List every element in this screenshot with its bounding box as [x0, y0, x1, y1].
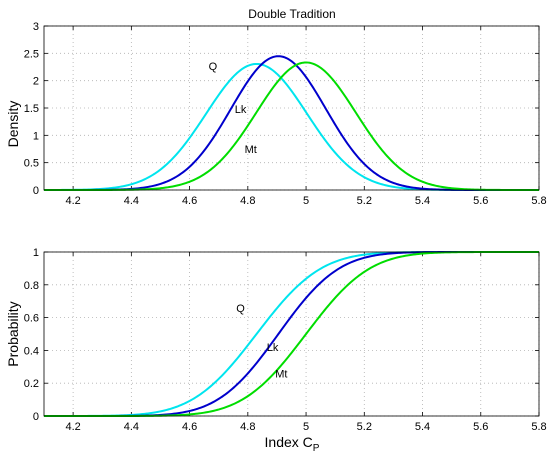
probability-x-tick-label: 4.2	[65, 421, 80, 433]
density-y-tick-label: 3	[33, 21, 39, 33]
probability-x-tick-label: 4.4	[124, 421, 139, 433]
density-x-tick-label: 4.6	[182, 195, 197, 207]
density-y-axis-label: Density	[5, 101, 21, 148]
probability-x-tick-label: 5.4	[415, 421, 430, 433]
probability-y-tick-label: 0.4	[24, 345, 39, 357]
density-axes-frame	[43, 25, 540, 191]
density-curve-label-q: Q	[209, 61, 218, 73]
density-y-tick-label: 1	[33, 130, 39, 142]
probability-x-tick-label: 5.6	[473, 421, 488, 433]
density-curve-label-mt: Mt	[245, 144, 257, 156]
probability-y-axis-label: Probability	[5, 301, 21, 366]
density-x-tick-label: 5.4	[415, 195, 430, 207]
probability-x-tick-label: 4.8	[240, 421, 255, 433]
density-y-tick-label: 2	[33, 76, 39, 88]
density-y-tick-label: 2.5	[24, 48, 39, 60]
probability-plot-area	[44, 252, 539, 416]
probability-y-tick-label: 0.8	[24, 280, 39, 292]
probability-y-tick-label: 0.6	[24, 313, 39, 325]
probability-y-tick-label: 1	[33, 247, 39, 259]
probability-curve-label-mt: Mt	[275, 368, 287, 380]
probability-y-tick-label: 0	[33, 411, 39, 423]
density-y-tick-label: 0	[33, 185, 39, 197]
density-x-tick-label: 5.8	[531, 195, 546, 207]
chart-title: Double Tradition	[248, 7, 335, 21]
density-x-tick-label: 4.4	[124, 195, 139, 207]
density-x-tick-label: 5.6	[473, 195, 488, 207]
probability-x-tick-label: 5	[303, 421, 309, 433]
probability-panel: Probability Index CP 4.2 4.4 4.6 4.8 5 5.2 5.4…	[5, 247, 547, 454]
density-x-tick-label: 5.2	[357, 195, 372, 207]
density-curve-label-lk: Lk	[235, 104, 247, 116]
probability-x-tick-label: 5.8	[531, 421, 546, 433]
density-panel: Double Tradition Density 4.2 4.4 4.6 4.8 5 5.…	[5, 7, 547, 207]
density-y-tick-label: 1.5	[24, 103, 39, 115]
x-axis-label: Index CP	[265, 434, 320, 454]
density-x-tick-label: 5	[303, 195, 309, 207]
x-axis-label-main: Index C	[265, 434, 313, 450]
probability-x-tick-label: 4.6	[182, 421, 197, 433]
probability-y-tick-label: 0.2	[24, 378, 39, 390]
density-y-tick-label: 0.5	[24, 158, 39, 170]
density-x-tick-label: 4.2	[65, 195, 80, 207]
x-axis-label-subscript: P	[313, 443, 320, 454]
probability-curve-label-q: Q	[236, 303, 245, 315]
probability-curve-label-lk: Lk	[267, 342, 279, 354]
probability-axes-frame	[43, 251, 540, 417]
probability-x-tick-label: 5.2	[357, 421, 372, 433]
density-x-tick-label: 4.8	[240, 195, 255, 207]
